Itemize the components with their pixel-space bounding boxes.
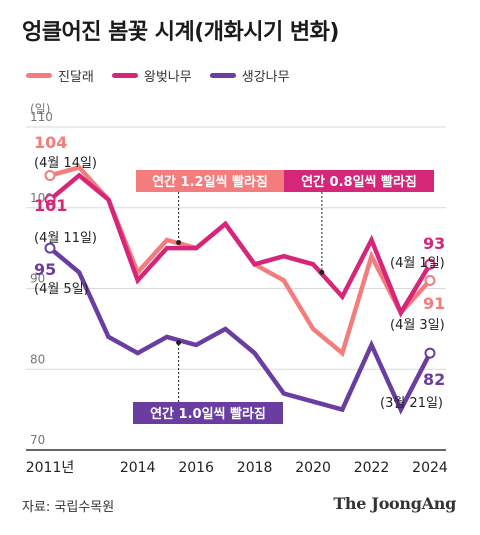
series-endpoint-marker-0 <box>44 169 56 181</box>
x-tick-label: 2016 <box>178 460 214 476</box>
annotation-text: 연간 1.2일씩 빨라짐 <box>152 174 268 190</box>
legend-item-azalea: 진달래 <box>26 66 94 85</box>
series-line-0 <box>49 164 432 357</box>
legend-label-spicebush: 생강나무 <box>241 70 290 85</box>
start-value-label: 101 <box>34 196 67 215</box>
start-value-label: 95 <box>34 260 56 279</box>
annotation-box <box>284 170 434 192</box>
series-endpoint-marker-2 <box>424 347 436 359</box>
legend: 진달래 왕벚나무 생강나무 <box>26 66 290 85</box>
source-note: 자료: 국립수목원 <box>22 500 115 515</box>
legend-label-azalea: 진달래 <box>58 70 94 85</box>
chart-title: 엉클어진 봄꽃 시계(개화시기 변화) <box>22 20 339 45</box>
series-endpoint-marker-0 <box>424 274 436 286</box>
annotation-box <box>136 170 284 192</box>
series-endpoint-marker-2 <box>44 242 56 254</box>
legend-swatch-azalea <box>26 73 52 78</box>
x-tick-label: 2022 <box>354 460 390 476</box>
legend-swatch-spicebush <box>209 73 236 78</box>
legend-label-cherry: 왕벚나무 <box>143 70 192 85</box>
end-date-label: (3월 21일) <box>380 396 443 411</box>
brand-logo: The JoongAng <box>333 494 456 513</box>
y-tick-label: 110 <box>30 110 53 124</box>
start-value-label: 104 <box>34 133 67 152</box>
x-tick-label: 2020 <box>295 460 331 476</box>
y-axis-unit-label: (일) <box>30 102 50 116</box>
y-tick-label: 80 <box>30 352 45 366</box>
legend-item-spicebush: 생강나무 <box>209 66 290 85</box>
end-value-label: 82 <box>423 370 445 389</box>
annotation-point <box>319 269 325 275</box>
legend-swatch-cherry <box>111 73 138 78</box>
series-endpoint-marker-1 <box>44 194 56 206</box>
x-tick-label: 2011년 <box>26 460 75 476</box>
end-value-label: 91 <box>423 294 445 313</box>
annotation-point <box>176 340 182 346</box>
annotation-text: 연간 0.8일씩 빨라짐 <box>301 174 417 190</box>
annotation-box <box>133 402 283 424</box>
start-date-label: (4월 11일) <box>34 231 97 246</box>
series-line-1 <box>48 172 432 318</box>
y-tick-label: 90 <box>30 272 45 286</box>
annotation-text: 연간 1.0일씩 빨라짐 <box>150 406 266 422</box>
series-endpoint-marker-1 <box>424 258 436 270</box>
x-tick-label: 2014 <box>120 460 156 476</box>
legend-item-cherry: 왕벚나무 <box>111 66 192 85</box>
start-date-label: (4월 14일) <box>34 156 97 171</box>
series-line-2 <box>48 246 432 415</box>
end-date-label: (4월 3일) <box>390 318 445 333</box>
x-tick-label: 2024 <box>412 460 448 476</box>
start-date-label: (4월 5일) <box>34 282 89 297</box>
end-date-label: (4월 1일) <box>390 256 445 271</box>
end-value-label: 93 <box>423 234 445 253</box>
y-tick-label: 70 <box>30 433 45 447</box>
x-tick-label: 2018 <box>237 460 273 476</box>
annotation-point <box>176 239 182 245</box>
